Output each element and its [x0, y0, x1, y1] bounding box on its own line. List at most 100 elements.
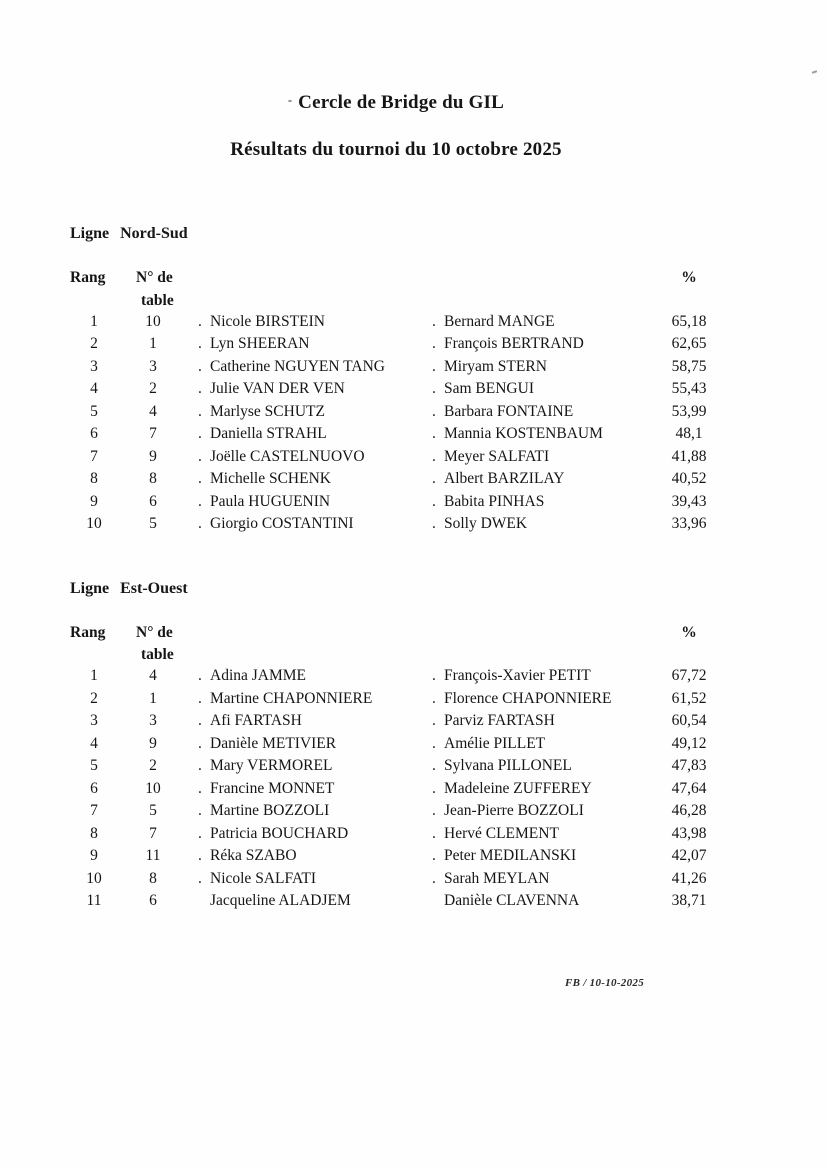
section-label-word: Ligne [70, 579, 110, 597]
header-player2 [428, 267, 656, 311]
percent-value: 39,43 [671, 492, 707, 510]
table-row: 7 9 . Joëlle CASTELNUOVO. Meyer SALFATI 41,88 [70, 446, 826, 469]
player2-cell: . Albert BARZILAY [428, 468, 656, 491]
player-name: Nicole SALFATI [210, 869, 317, 887]
name-separator-dot: . [198, 470, 202, 487]
name-separator-dot: . [432, 335, 436, 352]
percent-value: 41,26 [671, 869, 707, 887]
player1-cell: . Lyn SHEERAN [188, 333, 428, 356]
player1-cell: . Giorgio COSTANTINI [188, 513, 428, 536]
name-separator-dot: . [432, 470, 436, 487]
rank-value: 7 [90, 447, 98, 465]
player-name: Martine CHAPONNIERE [210, 689, 373, 707]
player-name: Babita PINHAS [444, 492, 545, 510]
name-separator-dot: . [432, 847, 436, 864]
name-separator-dot: . [198, 357, 202, 375]
name-separator-dot: . [432, 515, 436, 532]
rank-value: 3 [90, 712, 98, 729]
name-separator-dot: . [198, 380, 202, 397]
table-number-value: 9 [149, 447, 157, 465]
header-percent: % [681, 269, 697, 286]
player1-cell: . Mary VERMOREL [188, 755, 428, 778]
table-number-value: 2 [149, 757, 157, 774]
player2-cell: . Madeleine ZUFFEREY [428, 778, 656, 801]
table-row: 4 9. Danièle METIVIER. Amélie PILLET 49,12 [70, 733, 826, 756]
name-separator-dot: . [432, 712, 436, 729]
name-separator-dot: . [432, 757, 436, 774]
percent-value: 49,12 [671, 734, 707, 752]
player-name: Amélie PILLET [444, 734, 546, 752]
player1-cell: . Nicole SALFATI [188, 868, 428, 891]
rank-value: 5 [90, 757, 98, 774]
name-separator-dot: . [198, 824, 202, 842]
table-number-value: 8 [149, 869, 157, 887]
player-name: Joëlle CASTELNUOVO [210, 447, 365, 465]
section-label: Ligne Nord-Sud [70, 223, 826, 244]
rank-value: 10 [86, 869, 102, 887]
player1-cell: . Martine CHAPONNIERE [188, 688, 428, 711]
results-table-est-ouest: Rang N° de table % 1 4. Adina JAMME. Franço… [70, 622, 826, 913]
player-name: Peter MEDILANSKI [444, 847, 577, 864]
percent-value: 47,64 [671, 779, 707, 797]
player1-cell: . Danièle METIVIER [188, 733, 428, 756]
player-name: Daniella STRAHL [210, 425, 327, 442]
player2-cell: . Peter MEDILANSKI [428, 845, 656, 868]
percent-value: 67,72 [671, 667, 707, 684]
player-name: Jacqueline ALADJEM [210, 892, 351, 909]
player1-cell: . Marlyse SCHUTZ [188, 401, 428, 424]
name-separator-dot: . [198, 757, 202, 774]
section-est-ouest: Ligne Est-Ouest Rang N° de table % 1 4. Adi… [70, 578, 826, 913]
header-player1 [188, 622, 428, 666]
name-separator-dot: . [198, 802, 202, 819]
player-name: Sylvana PILLONEL [444, 757, 572, 774]
player-name: Jean-Pierre BOZZOLI [444, 802, 584, 819]
table-number-value: 10 [145, 779, 161, 797]
player1-cell: . Daniella STRAHL [188, 423, 428, 446]
player-name: François-Xavier PETIT [444, 667, 591, 684]
title-block: - Cercle de Bridge du GIL Résultats du to… [70, 88, 722, 162]
name-separator-dot: . [432, 357, 436, 375]
header-rank: Rang [70, 269, 106, 286]
player2-cell: . Mannia KOSTENBAUM [428, 423, 656, 446]
table-body: 1 4. Adina JAMME. François-Xavier PETIT 67,7… [70, 665, 826, 913]
player2-cell: . Sarah MEYLAN [428, 868, 656, 891]
name-separator-dot: . [198, 779, 202, 797]
table-body: 1 10. Nicole BIRSTEIN. Bernard MANGE 65,18 2 1… [70, 311, 826, 536]
name-separator-dot: . [432, 869, 436, 887]
rank-value: 8 [90, 470, 98, 487]
player2-cell: . Babita PINHAS [428, 491, 656, 514]
player2-cell: . Solly DWEK [428, 513, 656, 536]
player-name: Michelle SCHENK [210, 470, 331, 487]
table-row: 6 10. Francine MONNET. Madeleine ZUFFEREY 47… [70, 778, 826, 801]
name-separator-dot: . [432, 402, 436, 420]
percent-value: 60,54 [671, 712, 707, 729]
name-separator-dot: . [198, 869, 202, 887]
percent-value: 41,88 [671, 447, 707, 465]
player2-cell: . Bernard MANGE [428, 311, 656, 334]
header-rank: Rang [70, 623, 106, 641]
name-separator-dot: . [432, 779, 436, 797]
table-row: 6 7. Daniella STRAHL. Mannia KOSTENBAUM 48,1 [70, 423, 826, 446]
rank-value: 11 [86, 892, 102, 909]
player-name: Martine BOZZOLI [210, 802, 330, 819]
name-separator-dot: . [432, 425, 436, 442]
page-title: - Cercle de Bridge du GIL [70, 88, 722, 115]
rank-value: 8 [90, 824, 98, 842]
player-name: Parviz FARTASH [444, 712, 555, 729]
table-number-value: 3 [149, 712, 157, 729]
name-separator-dot: . [198, 515, 202, 532]
percent-value: 48,1 [675, 425, 703, 442]
player-name: Danièle CLAVENNA [444, 892, 580, 909]
player-name: Adina JAMME [210, 667, 307, 684]
table-row: 2 1. Lyn SHEERAN. François BERTRAND 62,65 [70, 333, 826, 356]
player2-cell: . Meyer SALFATI [428, 446, 656, 469]
player-name: Florence CHAPONNIERE [444, 689, 612, 707]
name-separator-dot: . [198, 492, 202, 510]
table-header-row: Rang N° de table % [70, 622, 826, 666]
rank-value: 4 [90, 380, 98, 397]
player1-cell: . Joëlle CASTELNUOVO [188, 446, 428, 469]
player-name: Albert BARZILAY [444, 470, 565, 487]
table-number-value: 6 [149, 492, 157, 510]
table-row: 3 3. Afi FARTASH. Parviz FARTASH 60,54 [70, 710, 826, 733]
